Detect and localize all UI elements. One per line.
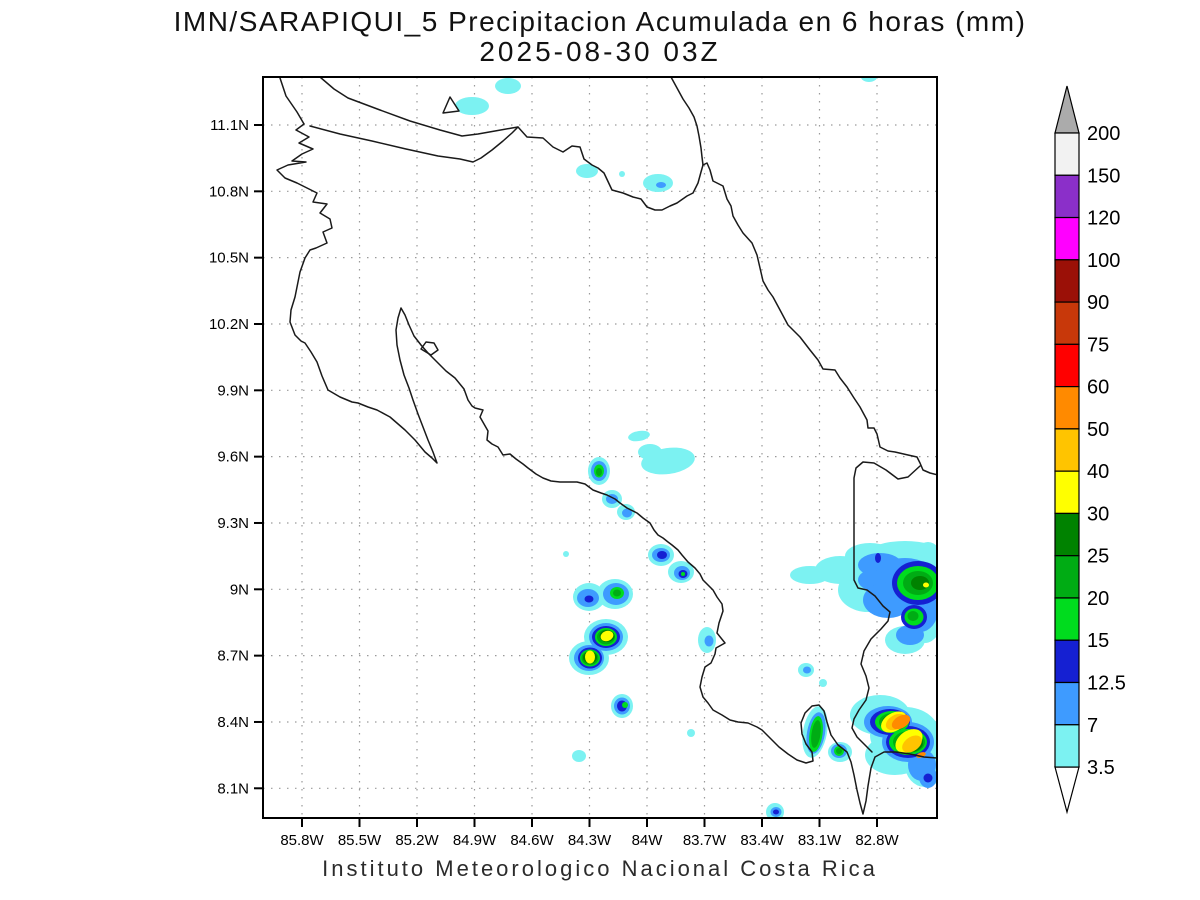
- colorbar-block: [1054, 386, 1080, 430]
- colorbar-block: [1054, 639, 1080, 684]
- colorbar-block: [1054, 597, 1080, 641]
- lon-tick-label: 84.3W: [568, 832, 612, 849]
- colorbar-level-label: 40: [1087, 461, 1109, 483]
- colorbar-block: [1054, 301, 1080, 345]
- colorbar-level-label: 3.5: [1087, 757, 1115, 779]
- costa-rica-caribbean-coast: [702, 162, 937, 476]
- lat-tick-label: 9.3N: [217, 515, 249, 532]
- lon-tick-label: 84.6W: [510, 832, 554, 849]
- lat-tick-label: 9.6N: [217, 449, 249, 466]
- lat-tick-label: 8.4N: [217, 714, 249, 731]
- lat-tick-label: 8.1N: [217, 780, 249, 797]
- lon-tick-label: 84.9W: [453, 832, 497, 849]
- lat-tick-label: 10.8N: [209, 183, 249, 200]
- colorbar-level-label: 30: [1087, 503, 1109, 525]
- axis-ticks: [254, 124, 878, 827]
- precip-band-3.5mm: [455, 77, 937, 818]
- colorbar-block: [1054, 259, 1080, 303]
- colorbar-block: [1054, 343, 1080, 388]
- lat-tick-label: 10.5N: [209, 250, 249, 267]
- small-contour-triangle: [442, 96, 460, 114]
- costa-rica-nicaragua-border: [309, 125, 519, 163]
- colorbar: 200 150 120 100 90 75 60 50 40 30 25 20 15 12.5 7 3.5: [1054, 85, 1126, 815]
- lon-tick-label: 83.4W: [740, 832, 784, 849]
- lat-tick-label: 11.1N: [210, 117, 249, 134]
- colorbar-level-label: 150: [1087, 165, 1120, 187]
- footer-caption: Instituto Meteorologico Nacional Costa R…: [322, 856, 878, 881]
- isla-chira-outline: [420, 341, 439, 356]
- colorbar-level-label: 50: [1087, 419, 1109, 441]
- colorbar-level-label: 12.5: [1087, 673, 1126, 695]
- nicaragua-pacific-coast: [279, 77, 305, 125]
- colorbar-block: [1054, 555, 1080, 599]
- lake-nicaragua-shore-and-rio-san-juan: [319, 77, 704, 211]
- colorbar-under-arrow: [1054, 766, 1080, 815]
- map-title: IMN/SARAPIQUI_5 Precipitacion Acumulada …: [173, 6, 1027, 37]
- colorbar-level-label: 20: [1087, 588, 1109, 610]
- graticule-grid: [263, 77, 937, 818]
- lon-tick-label: 83.7W: [683, 832, 727, 849]
- map-frame: [262, 76, 938, 819]
- colorbar-level-label: 90: [1087, 292, 1109, 314]
- lat-tick-label: 9.9N: [217, 382, 249, 399]
- lat-tick-label: 8.7N: [217, 648, 249, 665]
- colorbar-level-label: 25: [1087, 546, 1109, 568]
- colorbar-level-label: 100: [1087, 250, 1120, 272]
- lon-tick-label: 85.2W: [395, 832, 439, 849]
- colorbar-block: [1054, 470, 1080, 515]
- lon-tick-label: 85.8W: [280, 832, 324, 849]
- colorbar-block: [1054, 216, 1080, 261]
- colorbar-level-label: 15: [1087, 630, 1109, 652]
- colorbar-over-arrow: [1054, 85, 1080, 134]
- longitude-axis-labels: 85.8W 85.5W 85.2W 84.9W 84.6W 84.3W 84W 83.7W 83…: [280, 832, 899, 849]
- colorbar-block: [1054, 132, 1080, 176]
- lat-tick-label: 10.2N: [209, 316, 249, 333]
- coastlines-borders: [276, 77, 937, 815]
- colorbar-labels: 200 150 120 100 90 75 60 50 40 30 25 20 15 12.5 7 3.5: [1087, 123, 1126, 779]
- costa-rica-pacific-coast: [276, 123, 937, 815]
- precipitation-shading: [455, 77, 937, 818]
- colorbar-level-label: 60: [1087, 377, 1109, 399]
- colorbar-block: [1054, 174, 1080, 219]
- costa-rica-panama-border: [851, 461, 921, 753]
- colorbar-block: [1054, 512, 1080, 557]
- lon-tick-label: 84W: [632, 832, 664, 849]
- colorbar-level-label: 120: [1087, 208, 1120, 230]
- lat-tick-label: 9N: [230, 581, 249, 598]
- colorbar-blocks: [1054, 132, 1080, 768]
- colorbar-level-label: 200: [1087, 123, 1120, 145]
- lon-tick-label: 82.8W: [855, 832, 899, 849]
- latitude-axis-labels: 11.1N 10.8N 10.5N 10.2N 9.9N 9.6N 9.3N 9N 8.7N 8.…: [209, 117, 249, 797]
- colorbar-block: [1054, 428, 1080, 472]
- colorbar-block: [1054, 724, 1080, 768]
- nicaragua-caribbean-coast: [670, 77, 704, 166]
- colorbar-block: [1054, 681, 1080, 726]
- lon-tick-label: 85.5W: [338, 832, 382, 849]
- colorbar-level-label: 75: [1087, 334, 1109, 356]
- lon-tick-label: 83.1W: [798, 832, 842, 849]
- map-valid-time: 2025-08-30 03Z: [479, 36, 721, 67]
- colorbar-level-label: 7: [1087, 715, 1098, 737]
